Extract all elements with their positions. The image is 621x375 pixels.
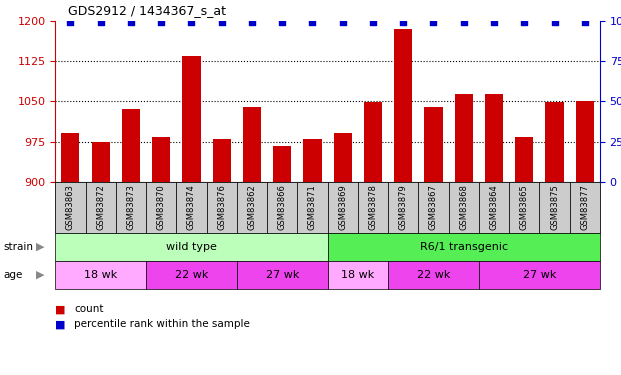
Point <box>550 19 560 25</box>
Text: 27 wk: 27 wk <box>523 270 556 280</box>
Text: wild type: wild type <box>166 242 217 252</box>
Bar <box>364 102 382 182</box>
Bar <box>91 141 110 182</box>
Text: ▶: ▶ <box>36 242 45 252</box>
Text: GSM83871: GSM83871 <box>308 184 317 230</box>
Bar <box>576 101 594 182</box>
Text: GSM83877: GSM83877 <box>580 184 589 230</box>
Text: GSM83866: GSM83866 <box>278 184 287 230</box>
Bar <box>212 139 231 182</box>
Text: GSM83876: GSM83876 <box>217 184 226 230</box>
Text: 22 wk: 22 wk <box>175 270 208 280</box>
Point <box>489 19 499 25</box>
Text: strain: strain <box>3 242 33 252</box>
Text: GSM83875: GSM83875 <box>550 184 559 230</box>
Point <box>307 19 317 25</box>
Bar <box>455 94 473 182</box>
Text: GSM83865: GSM83865 <box>520 184 528 230</box>
Point <box>398 19 408 25</box>
Bar <box>61 134 79 182</box>
Bar <box>424 106 443 182</box>
Text: GSM83863: GSM83863 <box>66 184 75 230</box>
Text: GSM83872: GSM83872 <box>96 184 105 230</box>
Point <box>65 19 75 25</box>
Bar <box>485 94 503 182</box>
Point <box>96 19 106 25</box>
Text: GSM83868: GSM83868 <box>460 184 468 230</box>
Text: GSM83879: GSM83879 <box>399 184 408 230</box>
Text: age: age <box>3 270 22 280</box>
Text: GSM83862: GSM83862 <box>247 184 256 230</box>
Point <box>580 19 590 25</box>
Bar <box>243 106 261 182</box>
Point <box>247 19 257 25</box>
Point <box>428 19 438 25</box>
Point <box>368 19 378 25</box>
Bar <box>394 28 412 182</box>
Text: 18 wk: 18 wk <box>84 270 117 280</box>
Text: R6/1 transgenic: R6/1 transgenic <box>420 242 508 252</box>
Bar <box>545 102 564 182</box>
Text: 18 wk: 18 wk <box>341 270 374 280</box>
Text: GSM83870: GSM83870 <box>156 184 166 230</box>
Text: 22 wk: 22 wk <box>417 270 450 280</box>
Text: ▶: ▶ <box>36 270 45 280</box>
Bar <box>152 137 170 182</box>
Text: GSM83873: GSM83873 <box>127 184 135 230</box>
Text: GSM83864: GSM83864 <box>489 184 499 230</box>
Text: ■: ■ <box>55 320 66 329</box>
Text: GSM83869: GSM83869 <box>338 184 347 230</box>
Point <box>217 19 227 25</box>
Point <box>459 19 469 25</box>
Text: GSM83867: GSM83867 <box>429 184 438 230</box>
Point <box>519 19 529 25</box>
Bar <box>273 146 291 182</box>
Bar <box>183 56 201 182</box>
Text: percentile rank within the sample: percentile rank within the sample <box>74 320 250 329</box>
Point <box>338 19 348 25</box>
Bar <box>304 139 322 182</box>
Point <box>156 19 166 25</box>
Text: GSM83878: GSM83878 <box>368 184 378 230</box>
Point <box>186 19 196 25</box>
Bar <box>515 137 533 182</box>
Bar <box>122 109 140 182</box>
Bar <box>333 134 351 182</box>
Text: ■: ■ <box>55 304 66 314</box>
Text: GSM83874: GSM83874 <box>187 184 196 230</box>
Point <box>277 19 287 25</box>
Text: GDS2912 / 1434367_s_at: GDS2912 / 1434367_s_at <box>68 4 225 17</box>
Text: 27 wk: 27 wk <box>266 270 299 280</box>
Point <box>126 19 136 25</box>
Text: count: count <box>74 304 104 314</box>
